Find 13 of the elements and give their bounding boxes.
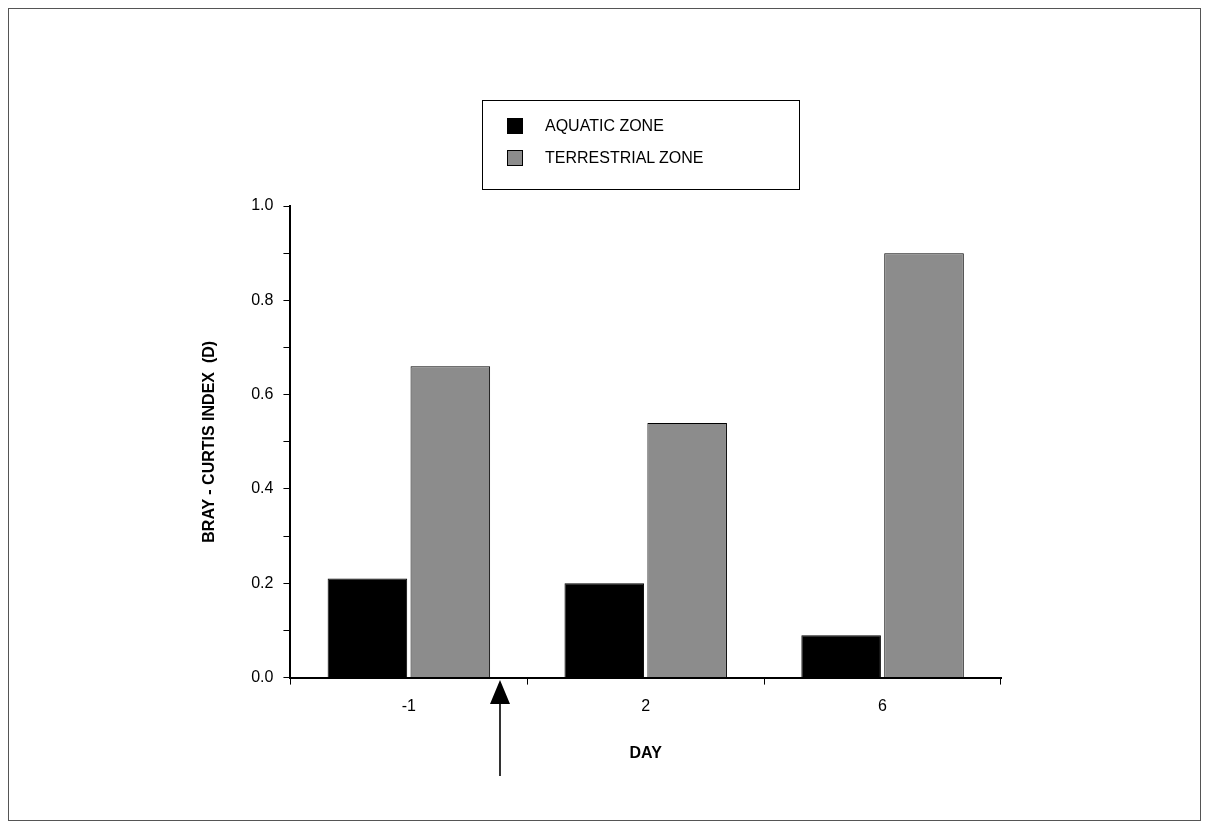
y-tick-label: 0.0: [251, 668, 274, 686]
x-tick-label: -1: [401, 696, 417, 714]
y-tick-label: 0.2: [251, 573, 274, 591]
legend-label: TERRESTRIAL ZONE: [545, 149, 704, 167]
x-axis-title: DAY: [629, 743, 663, 761]
y-tick-label: 0.8: [251, 290, 274, 308]
x-tick-label: 2: [641, 696, 651, 714]
legend-label: AQUATIC ZONE: [545, 117, 664, 135]
y-tick-label: 0.4: [251, 479, 274, 497]
y-tick-label: 0.6: [251, 385, 274, 403]
y-tick-label: 1.0: [251, 196, 274, 214]
x-tick-label: 6: [878, 696, 888, 714]
y-axis-title: BRAY - CURTIS INDEX (D): [200, 340, 218, 543]
